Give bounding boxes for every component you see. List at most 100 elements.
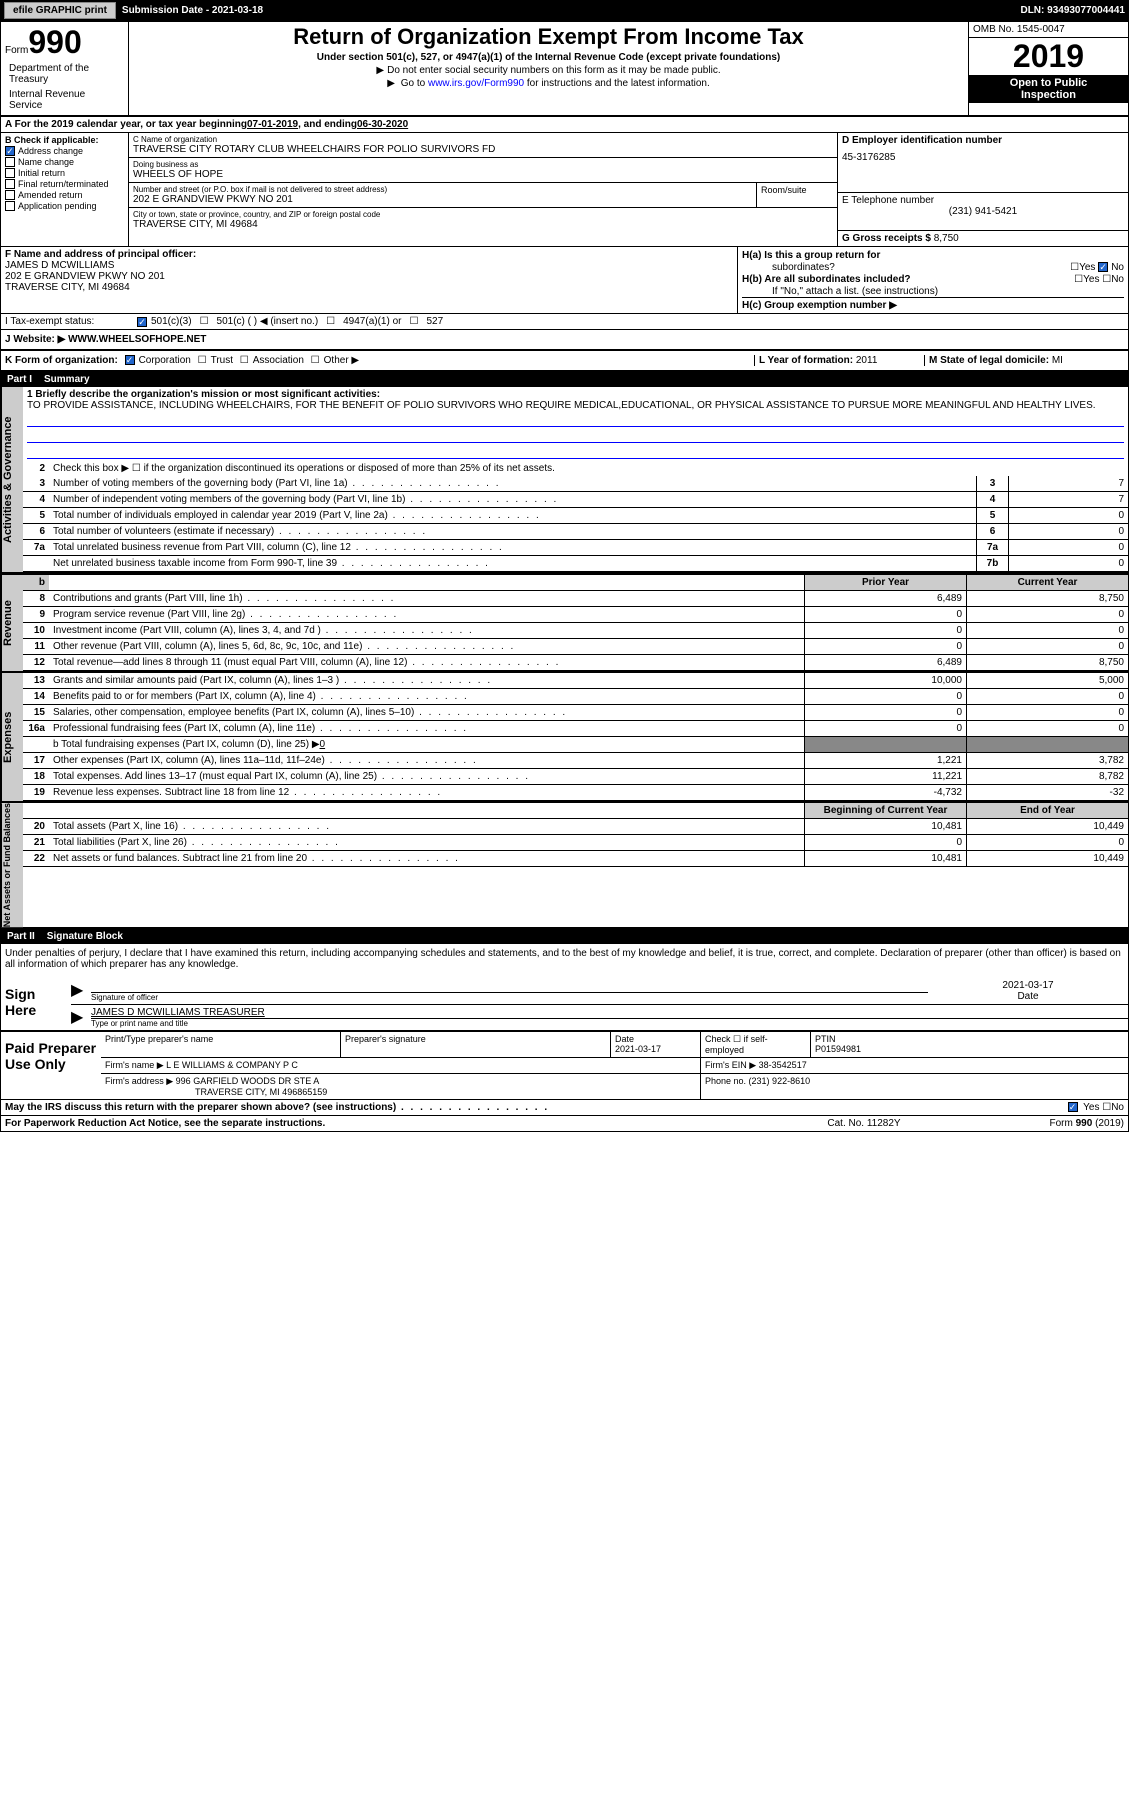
- curr-val: 0: [966, 639, 1128, 654]
- col-b: B Check if applicable: Address change Na…: [1, 133, 129, 246]
- line-num: 18: [23, 769, 49, 784]
- form-word: Form: [5, 45, 28, 56]
- opt-501c3: 501(c)(3): [151, 316, 192, 327]
- firm-name: L E WILLIAMS & COMPANY P C: [166, 1060, 298, 1070]
- submission-date: Submission Date - 2021-03-18: [122, 5, 263, 16]
- line-text: Number of voting members of the governin…: [49, 476, 976, 491]
- cb-app-pending[interactable]: [5, 201, 15, 211]
- line-num: 7a: [23, 540, 49, 555]
- line-num: 13: [23, 673, 49, 688]
- line-val: 7: [1008, 492, 1128, 507]
- prior-val: -4,732: [804, 785, 966, 800]
- form-title-area: Return of Organization Exempt From Incom…: [129, 22, 968, 115]
- ha-no: No: [1111, 262, 1124, 273]
- cb-name-change[interactable]: [5, 157, 15, 167]
- website-label: J Website: ▶: [5, 334, 65, 345]
- officer-label: F Name and address of principal officer:: [5, 249, 733, 260]
- lbl-final-return: Final return/terminated: [18, 179, 109, 189]
- prior-val: 11,221: [804, 769, 966, 784]
- curr-val: 0: [966, 689, 1128, 704]
- dba-value: WHEELS OF HOPE: [133, 169, 833, 180]
- l-label: L Year of formation:: [759, 355, 856, 366]
- ha-yes: Yes: [1079, 262, 1095, 273]
- opt-4947: 4947(a)(1) or: [343, 316, 401, 327]
- cb-corp[interactable]: [125, 355, 135, 365]
- cb-final-return[interactable]: [5, 179, 15, 189]
- prior-val: 6,489: [804, 655, 966, 670]
- k-corp: Corporation: [139, 355, 191, 366]
- line-text: Total liabilities (Part X, line 26): [49, 835, 804, 850]
- table-row: 9 Program service revenue (Part VIII, li…: [23, 607, 1128, 623]
- dept-label: Department of the Treasury: [5, 61, 124, 87]
- revenue-section: Revenue b Prior Year Current Year 8 Cont…: [1, 574, 1128, 673]
- line-num: 17: [23, 753, 49, 768]
- shaded-cell: [804, 737, 966, 752]
- footer-right: Form 990 (2019): [964, 1118, 1124, 1129]
- prior-val: 1,221: [804, 753, 966, 768]
- cb-501c3[interactable]: [137, 317, 147, 327]
- table-row: 3 Number of voting members of the govern…: [23, 476, 1128, 492]
- ssn-note: Do not enter social security numbers on …: [135, 65, 962, 76]
- line-num: 20: [23, 819, 49, 834]
- line-text: Net assets or fund balances. Subtract li…: [49, 851, 804, 866]
- part1-header: Part I Summary: [1, 372, 1128, 387]
- firm-ein: 38-3542517: [759, 1060, 807, 1070]
- table-row: 7a Total unrelated business revenue from…: [23, 540, 1128, 556]
- form-right-block: OMB No. 1545-0047 2019 Open to Public In…: [968, 22, 1128, 115]
- cb-ha-no[interactable]: [1098, 262, 1108, 272]
- paid-date-val: 2021-03-17: [615, 1044, 696, 1054]
- cb-discuss-yes[interactable]: [1068, 1102, 1078, 1112]
- line-text: Other revenue (Part VIII, column (A), li…: [49, 639, 804, 654]
- efile-print-button[interactable]: efile GRAPHIC print: [4, 2, 116, 19]
- table-row: 5 Total number of individuals employed i…: [23, 508, 1128, 524]
- line-num: 8: [23, 591, 49, 606]
- website-value: WWW.WHEELSOFHOPE.NET: [68, 334, 206, 345]
- sign-here-area: Sign Here ▶ Signature of officer 2021-03…: [1, 978, 1128, 1031]
- gross-value: 8,750: [934, 233, 959, 244]
- city-value: TRAVERSE CITY, MI 49684: [133, 219, 833, 230]
- table-row: 18 Total expenses. Add lines 13–17 (must…: [23, 769, 1128, 785]
- line-text: Total revenue—add lines 8 through 11 (mu…: [49, 655, 804, 670]
- line-b-text: b Total fundraising expenses (Part IX, c…: [53, 739, 320, 750]
- tax-exempt-label: I Tax-exempt status:: [5, 316, 133, 327]
- line-box: 3: [976, 476, 1008, 491]
- curr-val: 0: [966, 835, 1128, 850]
- addr-value: 202 E GRANDVIEW PKWY NO 201: [133, 194, 752, 205]
- col-c: C Name of organization TRAVERSE CITY ROT…: [129, 133, 838, 246]
- mission-line: [27, 429, 1124, 443]
- ha-label: H(a) Is this a group return for: [742, 250, 880, 261]
- org-name: TRAVERSE CITY ROTARY CLUB WHEELCHAIRS FO…: [133, 144, 833, 155]
- mission-line: [27, 413, 1124, 427]
- table-row: 6 Total number of volunteers (estimate i…: [23, 524, 1128, 540]
- form-subtitle: Under section 501(c), 527, or 4947(a)(1)…: [135, 52, 962, 63]
- side-revenue: Revenue: [1, 575, 23, 671]
- prior-val: 0: [804, 623, 966, 638]
- prior-val: 0: [804, 639, 966, 654]
- cb-address-change[interactable]: [5, 146, 15, 156]
- sig-officer-label: Signature of officer: [91, 992, 928, 1002]
- firm-addr-label: Firm's address ▶: [105, 1076, 173, 1086]
- table-row: 13 Grants and similar amounts paid (Part…: [23, 673, 1128, 689]
- cb-initial-return[interactable]: [5, 168, 15, 178]
- netassets-section: Net Assets or Fund Balances Beginning of…: [1, 803, 1128, 929]
- firm-ein-label: Firm's EIN ▶: [705, 1060, 756, 1070]
- opt-527: 527: [426, 316, 443, 327]
- inspection: Inspection: [971, 89, 1126, 101]
- tax-exempt-row: I Tax-exempt status: 501(c)(3) ☐501(c) (…: [1, 314, 1128, 330]
- line-box: 7a: [976, 540, 1008, 555]
- prior-val: 0: [804, 705, 966, 720]
- k-assoc: Association: [253, 355, 304, 366]
- col-d: D Employer identification number 45-3176…: [838, 133, 1128, 246]
- line-num: 9: [23, 607, 49, 622]
- line-text: Salaries, other compensation, employee b…: [49, 705, 804, 720]
- k-trust: Trust: [211, 355, 233, 366]
- current-year-hdr: Current Year: [966, 575, 1128, 590]
- line-num: 11: [23, 639, 49, 654]
- ptin-value: P01594981: [815, 1044, 1124, 1054]
- footer-mid: Cat. No. 11282Y: [764, 1118, 964, 1129]
- line-text: Net unrelated business taxable income fr…: [49, 556, 976, 571]
- col-f: F Name and address of principal officer:…: [1, 247, 738, 313]
- line2-text: Check this box ▶ ☐ if the organization d…: [49, 461, 1128, 476]
- cb-amended[interactable]: [5, 190, 15, 200]
- goto-link[interactable]: www.irs.gov/Form990: [428, 78, 524, 89]
